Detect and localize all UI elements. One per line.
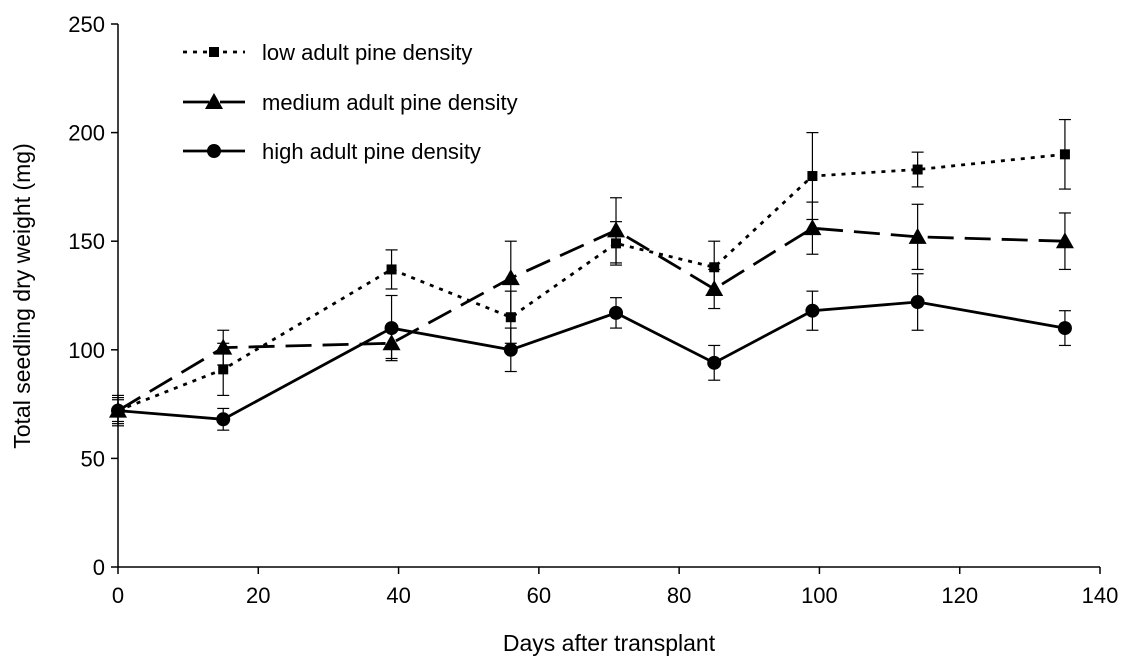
x-tick-label: 60 [527,583,551,608]
y-tick-label: 250 [68,12,105,37]
legend-item: medium adult pine density [183,90,518,115]
data-point [805,303,820,318]
legend-marker [205,93,223,109]
axes: 0 50 100 150 200 250 0 20 40 60 80 100 120 140 [68,12,1118,608]
legend-item: low adult pine density [183,40,472,65]
data-point [607,221,626,238]
data-point [1055,232,1074,249]
data-point [1057,321,1072,336]
series-circle [111,273,1072,431]
data-point [912,164,923,175]
x-tick-label: 0 [112,583,124,608]
x-tick-label: 20 [246,583,270,608]
data-point [386,264,397,275]
data-point [218,364,229,375]
data-point [503,342,518,357]
data-point [807,171,818,182]
series-line [117,226,1065,412]
data-point [609,305,624,320]
x-tick-label: 80 [667,583,691,608]
y-tick-label: 0 [93,555,105,580]
data-point [910,295,925,310]
y-axis-label: Total seedling dry weight (mg) [9,143,35,449]
series-line [117,152,1066,412]
legend: low adult pine density medium adult pine … [183,40,518,164]
y-tick-label: 150 [68,229,105,254]
x-tick-label: 140 [1082,583,1119,608]
data-point [705,279,724,296]
legend-label: medium adult pine density [262,90,518,115]
data-point [501,269,520,286]
series-square [112,118,1071,425]
data-point [803,219,822,236]
series-triangle [109,197,1074,423]
data-point [709,262,720,273]
legend-marker [207,144,221,158]
legend-marker [209,47,219,57]
data-point [384,321,399,336]
series-line [117,300,1066,421]
legend-label: low adult pine density [262,40,472,65]
data-point [1059,149,1070,160]
y-tick-label: 200 [68,121,105,146]
series-layer [109,118,1074,431]
data-point [111,403,125,418]
x-tick-label: 100 [801,583,838,608]
x-axis-label: Days after transplant [503,630,716,656]
y-tick-label: 100 [68,338,105,363]
data-point [908,227,927,244]
data-point [505,312,516,323]
legend-item: high adult pine density [183,139,481,164]
y-tick-label: 50 [81,446,105,471]
x-tick-label: 120 [941,583,978,608]
data-point [707,355,722,370]
data-point [214,338,233,355]
legend-label: high adult pine density [262,139,481,164]
x-tick-label: 40 [386,583,410,608]
data-point [216,412,231,427]
